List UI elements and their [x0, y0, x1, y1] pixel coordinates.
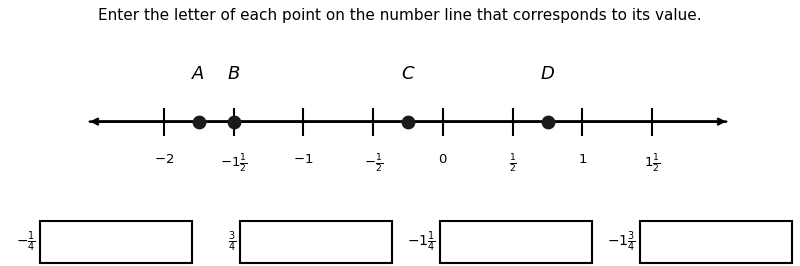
Text: $-\frac{1}{4}$: $-\frac{1}{4}$ [16, 230, 36, 254]
Text: $\frac{3}{4}$: $\frac{3}{4}$ [228, 230, 236, 254]
Point [227, 119, 240, 124]
Text: $-1$: $-1$ [293, 153, 314, 166]
Text: $-1\frac{1}{4}$: $-1\frac{1}{4}$ [407, 230, 436, 254]
Point [402, 119, 414, 124]
Text: $-1\frac{1}{2}$: $-1\frac{1}{2}$ [220, 153, 247, 176]
Text: $1\frac{1}{2}$: $1\frac{1}{2}$ [644, 153, 661, 176]
Text: D: D [541, 65, 554, 83]
Text: B: B [227, 65, 240, 83]
Point [192, 119, 205, 124]
Text: $-2$: $-2$ [154, 153, 174, 166]
Text: $\frac{1}{2}$: $\frac{1}{2}$ [509, 153, 517, 176]
Text: Enter the letter of each point on the number line that corresponds to its value.: Enter the letter of each point on the nu… [98, 8, 702, 23]
Point [541, 119, 554, 124]
Text: $-\frac{1}{2}$: $-\frac{1}{2}$ [364, 153, 382, 176]
Text: $1$: $1$ [578, 153, 587, 166]
Text: $0$: $0$ [438, 153, 448, 166]
Text: $-1\frac{3}{4}$: $-1\frac{3}{4}$ [607, 230, 636, 254]
Text: C: C [402, 65, 414, 83]
Text: A: A [193, 65, 205, 83]
